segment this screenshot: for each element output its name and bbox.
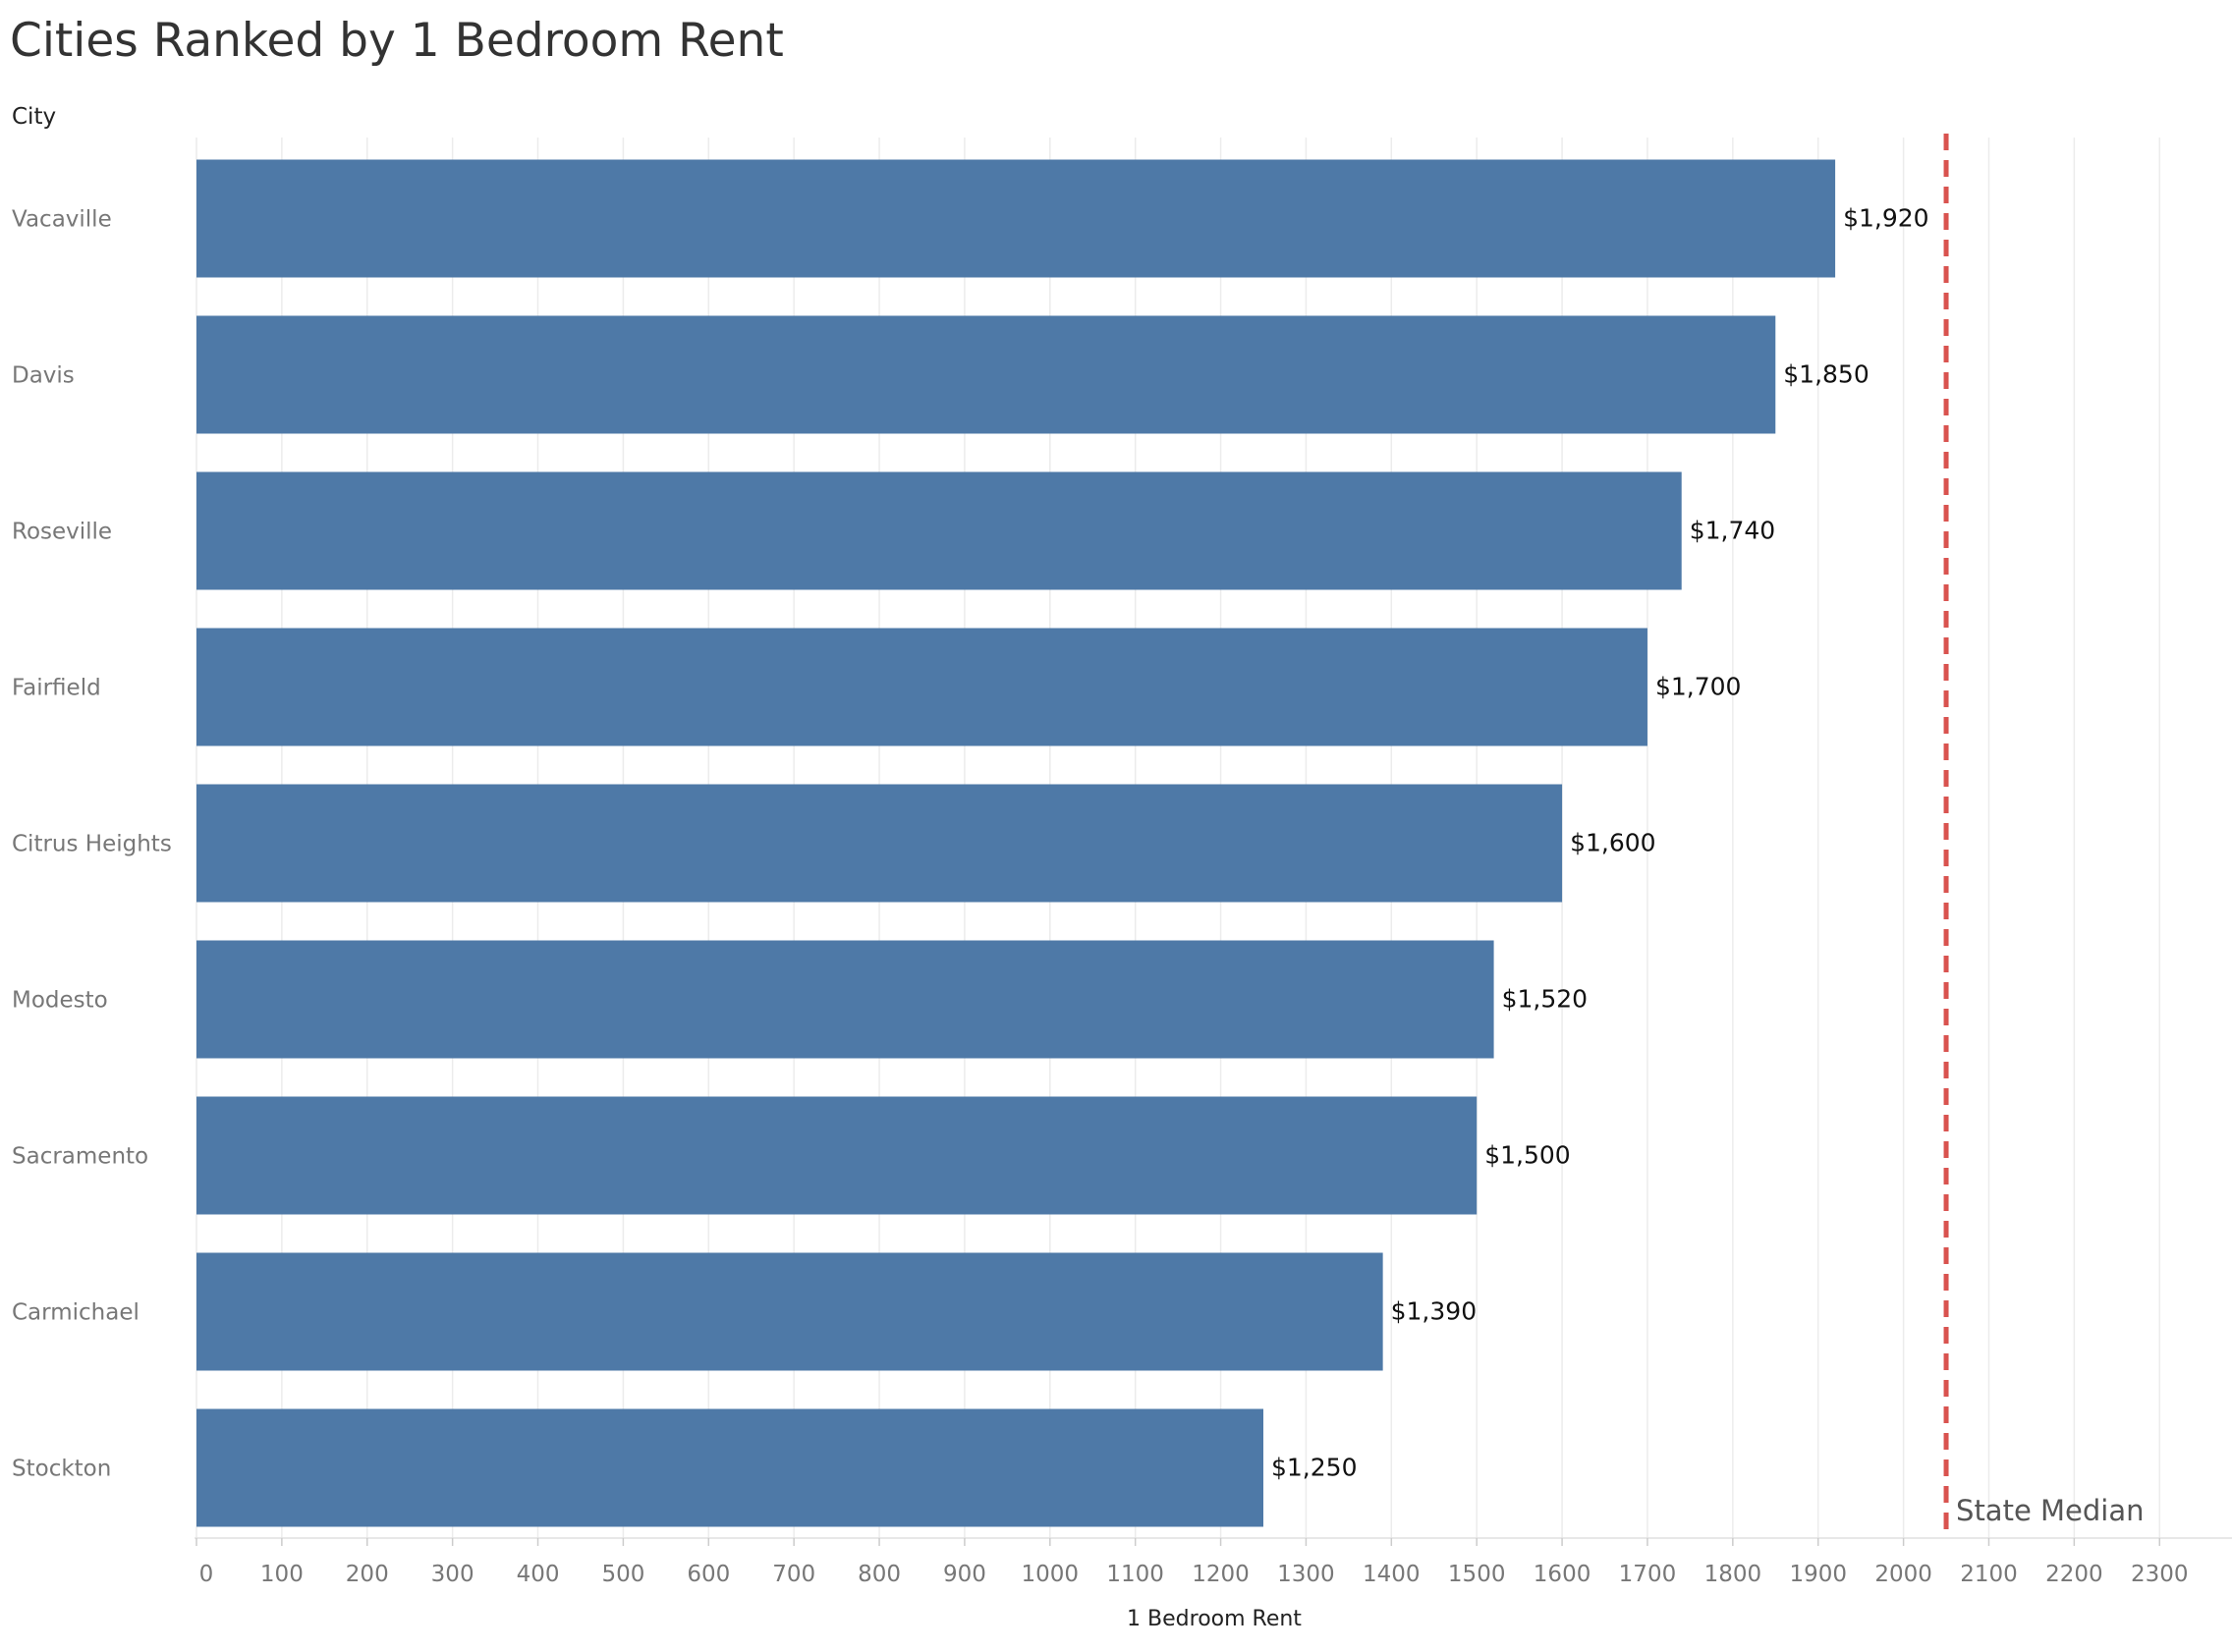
x-tick-label: 0	[199, 1562, 214, 1587]
x-tick-label: 1700	[1619, 1562, 1677, 1587]
x-tick-label: 2200	[2045, 1562, 2103, 1587]
category-label: Sacramento	[12, 1144, 148, 1170]
x-tick-label: 1400	[1363, 1562, 1421, 1587]
category-label: Stockton	[12, 1457, 111, 1482]
x-tick-label: 1900	[1789, 1562, 1847, 1587]
x-tick-label: 1000	[1022, 1562, 1080, 1587]
bar	[196, 471, 1682, 590]
value-label: $1,740	[1690, 517, 1775, 545]
reference-line-label: State Median	[1956, 1494, 2144, 1527]
x-tick-label: 700	[772, 1562, 815, 1587]
category-label: Fairfield	[12, 676, 101, 701]
category-label: Carmichael	[12, 1300, 140, 1326]
bar	[196, 1252, 1383, 1371]
x-tick-label: 400	[517, 1562, 560, 1587]
x-tick-label: 1800	[1704, 1562, 1762, 1587]
value-label: $1,250	[1271, 1454, 1357, 1482]
category-label: Citrus Heights	[12, 832, 172, 857]
x-tick-label: 800	[858, 1562, 901, 1587]
x-tick-label: 300	[431, 1562, 474, 1587]
x-tick-label: 900	[943, 1562, 986, 1587]
x-tick-label: 1600	[1534, 1562, 1591, 1587]
category-label: Vacaville	[12, 207, 112, 233]
row-field-label: City	[12, 104, 57, 130]
category-label: Roseville	[12, 520, 112, 545]
bar	[196, 628, 1647, 746]
category-label: Modesto	[12, 988, 108, 1014]
x-tick-label: 1300	[1277, 1562, 1335, 1587]
value-label: $1,520	[1502, 985, 1588, 1014]
value-label: $1,850	[1783, 360, 1869, 389]
x-tick-label: 100	[260, 1562, 304, 1587]
x-tick-label: 2100	[1960, 1562, 2018, 1587]
value-label: $1,500	[1484, 1141, 1570, 1170]
bar	[196, 315, 1776, 434]
x-tick-label: 1100	[1106, 1562, 1164, 1587]
x-tick-label: 2300	[2131, 1562, 2189, 1587]
bar	[196, 1408, 1263, 1527]
value-label: $1,390	[1391, 1297, 1477, 1326]
bar	[196, 159, 1836, 278]
value-label: $1,920	[1843, 204, 1928, 233]
x-tick-label: 1200	[1192, 1562, 1250, 1587]
chart-title: Cities Ranked by 1 Bedroom Rent	[10, 14, 784, 68]
value-label: $1,700	[1655, 673, 1741, 701]
x-tick-label: 2000	[1874, 1562, 1932, 1587]
x-axis-title: 1 Bedroom Rent	[1127, 1607, 1302, 1631]
x-tick-label: 600	[687, 1562, 730, 1587]
x-tick-label: 1500	[1448, 1562, 1506, 1587]
bar	[196, 1096, 1478, 1215]
bar	[196, 784, 1563, 903]
bar	[196, 940, 1494, 1059]
value-label: $1,600	[1570, 829, 1655, 857]
category-label: Davis	[12, 363, 75, 389]
x-tick-label: 500	[601, 1562, 644, 1587]
x-tick-label: 200	[346, 1562, 389, 1587]
